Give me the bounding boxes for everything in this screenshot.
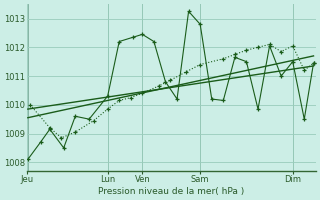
X-axis label: Pression niveau de la mer( hPa ): Pression niveau de la mer( hPa ) [98,187,244,196]
